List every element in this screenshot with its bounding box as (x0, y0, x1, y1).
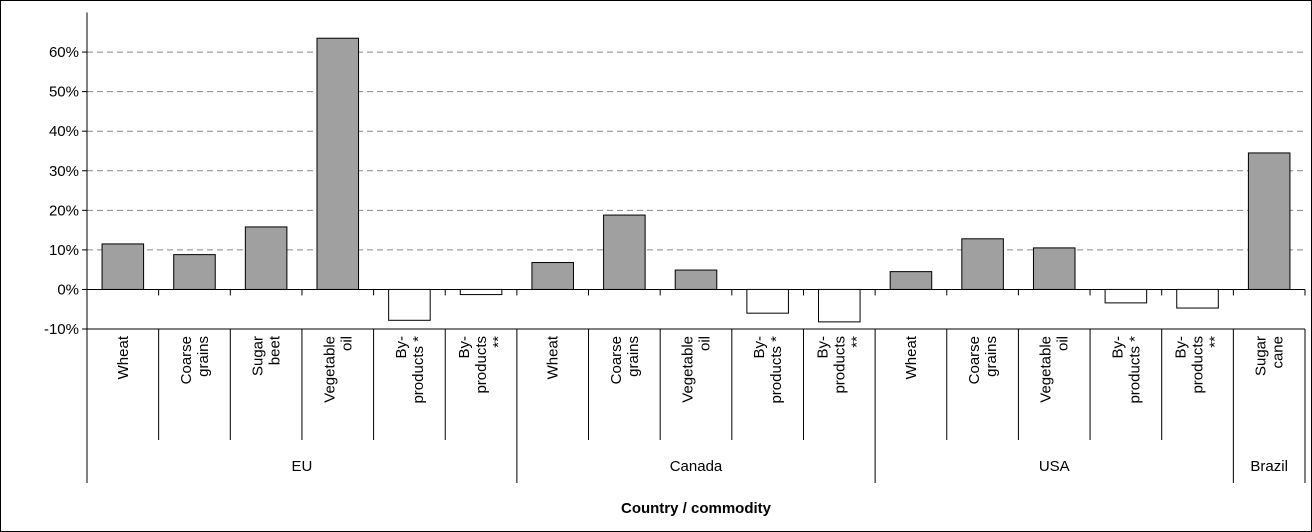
x-tick-label: Vegetableoil (1038, 336, 1072, 403)
group-label: Canada (670, 458, 723, 475)
y-tick-label: 0% (57, 281, 79, 298)
bar (1176, 288, 1219, 309)
x-tick-label: By-products** (456, 336, 507, 394)
bar (961, 238, 1004, 290)
bar (674, 269, 718, 290)
x-tick-label: Coarsegrains (966, 336, 1000, 384)
x-tick-label: Coarsegrains (178, 336, 212, 384)
x-tick-label: Coarsegrains (608, 336, 642, 384)
y-tick-label: 30% (49, 163, 79, 180)
x-tick-label: Wheat (903, 335, 920, 379)
bar (818, 288, 861, 323)
x-tick-label: By-products * (751, 336, 785, 404)
bar (388, 288, 431, 321)
y-tick-label: 20% (49, 202, 79, 219)
bar (1104, 288, 1148, 304)
x-axis-title: Country / commodity (621, 500, 772, 517)
x-tick-label: Wheat (545, 335, 562, 379)
x-tick-label: By-products * (1109, 336, 1143, 404)
y-tick-label: 40% (49, 123, 79, 140)
x-tick-label: By-products** (1173, 336, 1224, 394)
bar (1247, 152, 1291, 290)
y-tick-label: 10% (49, 242, 79, 259)
bar (1032, 247, 1076, 290)
y-tick-label: -10% (44, 321, 79, 338)
x-tick-label: By-products** (814, 336, 865, 394)
bar (889, 271, 933, 290)
bar (173, 254, 216, 290)
y-tick-label: 50% (49, 84, 79, 101)
group-label: USA (1039, 458, 1070, 475)
group-label: EU (292, 458, 313, 475)
x-tick-label: Sugarbeet (250, 335, 284, 376)
x-tick-label: Vegetableoil (680, 336, 714, 403)
bar (244, 226, 288, 290)
x-tick-label: Sugarcane (1253, 336, 1287, 376)
y-tick-label: 60% (49, 44, 79, 61)
x-tick-label: Vegetableoil (321, 336, 355, 403)
bar (531, 262, 574, 290)
bar (459, 288, 503, 296)
bar (746, 288, 789, 314)
group-label: Brazil (1250, 458, 1288, 475)
bar (316, 37, 360, 290)
x-tick-label: By-products * (393, 336, 427, 404)
bar (101, 243, 145, 290)
bar (603, 214, 646, 290)
x-tick-label: Wheat (115, 335, 132, 379)
